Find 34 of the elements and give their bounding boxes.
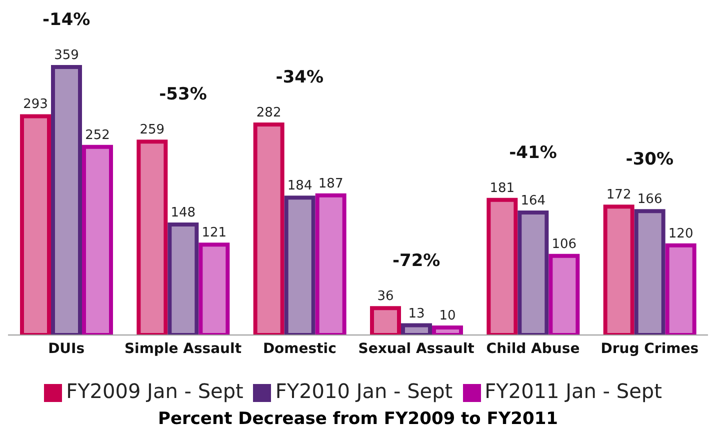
data-label: 181 bbox=[490, 180, 515, 196]
x-tick-label: Simple Assault bbox=[124, 340, 242, 357]
x-tick-label: Drug Crimes bbox=[600, 340, 699, 357]
annotation: -53% bbox=[159, 84, 207, 105]
data-label: 359 bbox=[54, 48, 79, 63]
text: Percent Decrease from FY2009 to FY2011 bbox=[156, 409, 559, 429]
data-label: 120 bbox=[668, 226, 694, 242]
annotation: -34% bbox=[276, 67, 324, 88]
data-label: 148 bbox=[170, 206, 196, 220]
annotation: -72% bbox=[392, 251, 440, 272]
data-label: 187 bbox=[318, 176, 344, 192]
data-label: 172 bbox=[606, 188, 632, 203]
data-label: 13 bbox=[408, 306, 425, 322]
data-label: 184 bbox=[287, 178, 312, 194]
data-label: 252 bbox=[85, 128, 110, 143]
data-label: 259 bbox=[140, 122, 165, 138]
data-label: 121 bbox=[202, 226, 227, 241]
legend-label: FY2010 Jan - Sept bbox=[275, 379, 453, 403]
text: -14% bbox=[42, 10, 90, 30]
x-tick-label: Child Abuse bbox=[486, 340, 580, 357]
data-label: 36 bbox=[377, 289, 394, 304]
data-label: 106 bbox=[552, 236, 577, 252]
data-label: 10 bbox=[439, 308, 456, 324]
data-label: 166 bbox=[637, 192, 662, 208]
data-label: 164 bbox=[520, 194, 546, 209]
x-tick-label: Sexual Assault bbox=[358, 340, 475, 357]
data-label: 293 bbox=[23, 97, 48, 112]
data-label: 282 bbox=[256, 105, 282, 120]
x-tick-label: DUIs bbox=[48, 340, 85, 357]
legend-label: FY2011 Jan - Sept bbox=[484, 379, 662, 403]
annotation: -41% bbox=[509, 142, 557, 163]
x-tick-label: Domestic bbox=[262, 340, 336, 357]
legend-label: FY2009 Jan - Sept bbox=[66, 379, 244, 403]
annotation: -30% bbox=[626, 150, 674, 170]
